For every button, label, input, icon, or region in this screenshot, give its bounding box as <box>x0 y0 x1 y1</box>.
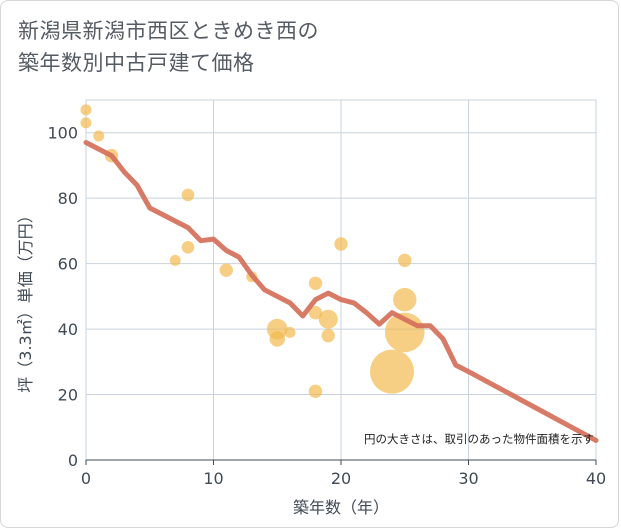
data-bubble <box>308 276 323 290</box>
x-tick-label: 20 <box>331 469 351 488</box>
data-bubble <box>80 117 92 129</box>
data-bubble <box>370 349 414 394</box>
y-tick-label: 60 <box>58 255 78 274</box>
y-tick-label: 80 <box>58 189 78 208</box>
data-bubble <box>181 188 195 202</box>
y-tick-label: 40 <box>58 320 78 339</box>
y-axis-label: 坪（3.3㎡）単価（万円） <box>16 207 35 392</box>
data-bubble <box>334 237 348 251</box>
x-tick-label: 40 <box>586 469 606 488</box>
data-bubble <box>308 384 323 398</box>
data-bubble <box>181 240 195 254</box>
data-bubble <box>269 331 286 347</box>
bubbles <box>80 104 425 398</box>
data-bubble <box>308 306 323 320</box>
chart-title-line2: 築年数別中古戸建て価格 <box>18 51 255 75</box>
grid <box>85 99 597 461</box>
chart-title: 新潟県新潟市西区ときめき西の 築年数別中古戸建て価格 <box>18 15 319 79</box>
x-tick-label: 10 <box>203 469 223 488</box>
x-axis-label: 築年数（年） <box>293 498 389 517</box>
chart-note: 円の大きさは、取引のあった物件面積を示す <box>364 432 594 446</box>
axes: 0 10 20 30 40 0 20 40 60 80 100 <box>47 124 606 488</box>
data-bubble <box>80 104 92 116</box>
data-bubble <box>93 130 105 142</box>
data-bubble <box>219 263 233 277</box>
data-bubble <box>284 326 296 338</box>
average-price-line <box>83 140 599 443</box>
data-bubble <box>321 328 335 343</box>
chart-title-line1: 新潟県新潟市西区ときめき西の <box>18 19 319 43</box>
data-bubble <box>169 254 181 266</box>
data-bubble <box>318 309 338 329</box>
x-tick-label: 30 <box>458 469 478 488</box>
y-tick-label: 0 <box>68 451 78 470</box>
x-tick-label: 0 <box>81 469 91 488</box>
y-tick-label: 20 <box>58 386 78 405</box>
trend-line <box>83 140 599 443</box>
data-bubble <box>393 287 417 312</box>
y-tick-label: 100 <box>47 124 78 143</box>
data-bubble <box>398 253 412 268</box>
